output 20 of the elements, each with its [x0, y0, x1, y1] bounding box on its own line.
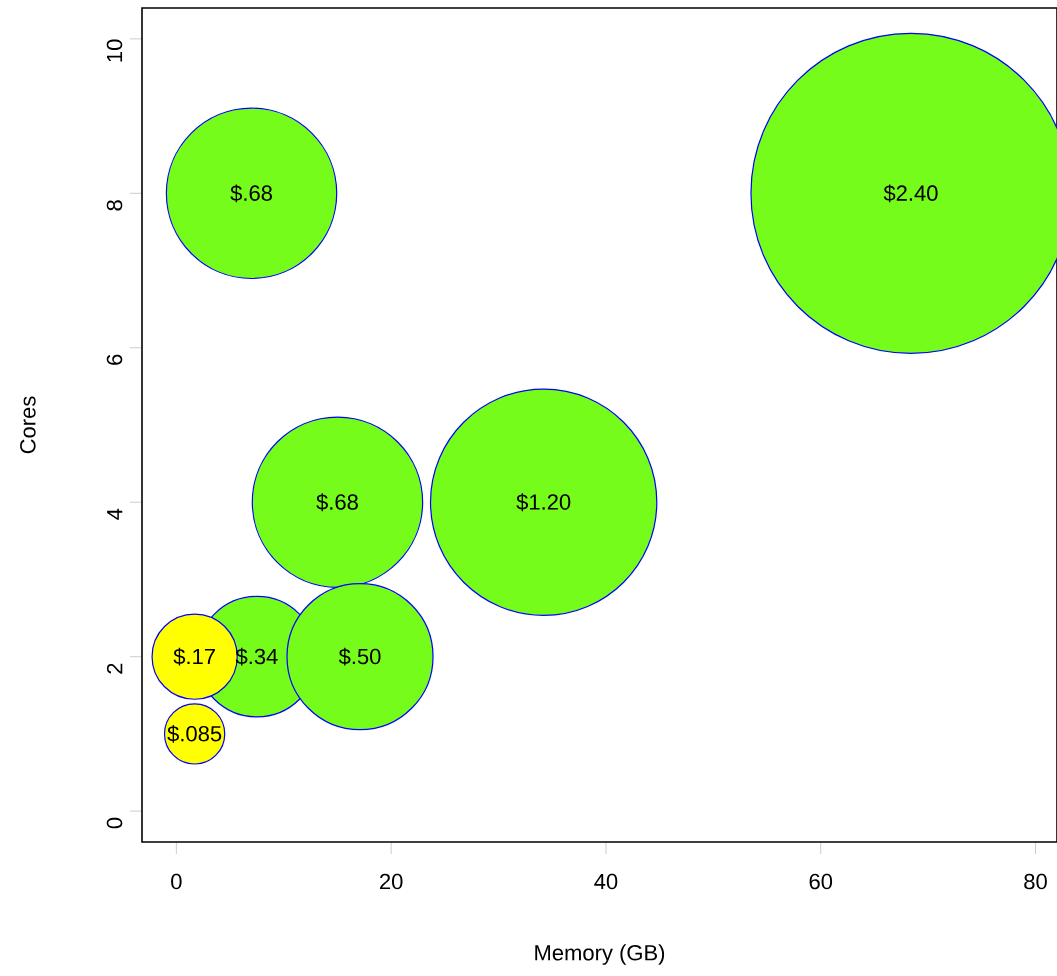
annotation: $.17 — [173, 647, 215, 666]
y-tick-label: 4 — [107, 508, 123, 520]
annotation: $.085 — [167, 724, 222, 743]
y-tick-label: 10 — [106, 39, 123, 62]
annotation: $2.40 — [883, 184, 938, 203]
x-axis-title: Memory (GB) — [535, 944, 665, 965]
annotation: $.68 — [316, 493, 358, 512]
y-tick-label: 8 — [106, 200, 123, 211]
annotation: $.50 — [338, 647, 381, 666]
x-tick-label: 60 — [809, 873, 833, 890]
annotation: $.68 — [230, 184, 272, 203]
x-tick-label: 40 — [594, 873, 618, 890]
x-tick-label: 20 — [380, 873, 403, 890]
y-tick-label: 2 — [106, 663, 123, 674]
y-axis-title: Cores — [20, 396, 36, 454]
y-tick-label: 0 — [106, 817, 123, 829]
annotation: $1.20 — [516, 493, 571, 512]
x-tick-label: 0 — [171, 873, 182, 890]
y-tick-label: 6 — [106, 354, 123, 365]
x-tick-label: 80 — [1024, 873, 1047, 890]
